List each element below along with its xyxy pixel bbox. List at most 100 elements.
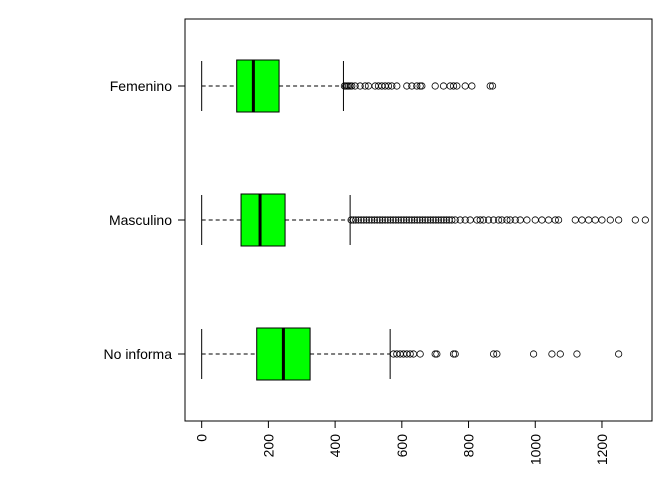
outlier-point — [349, 216, 358, 224]
x-tick-label: 600 — [394, 434, 410, 458]
outlier-point — [418, 216, 427, 224]
outlier-point — [486, 82, 494, 90]
outlier-point — [384, 82, 393, 90]
outlier-point — [456, 216, 464, 224]
outlier-point — [416, 82, 424, 90]
outlier-point — [400, 216, 408, 224]
x-tick-label: 0 — [194, 434, 210, 442]
iqr-box — [240, 193, 286, 247]
outlier-point — [548, 350, 556, 358]
outlier-point — [506, 216, 514, 224]
outlier-point — [405, 216, 413, 224]
outlier-point — [448, 216, 456, 224]
outlier-point — [406, 350, 414, 358]
iqr-box — [236, 59, 280, 113]
outlier-point — [631, 216, 639, 224]
box-group-masculino — [201, 193, 649, 247]
outlier-point — [402, 216, 411, 224]
outlier-point — [386, 216, 395, 224]
outlier-point — [434, 216, 443, 224]
y-tick-label-masculino: Masculino — [109, 212, 172, 228]
x-tick-label: 1000 — [527, 434, 543, 465]
outlier-point — [403, 82, 411, 90]
outlier-point — [453, 82, 461, 90]
outlier-point — [571, 216, 579, 224]
outlier-point — [440, 216, 448, 224]
outlier-point — [493, 350, 501, 358]
outlier-point — [421, 216, 429, 224]
outlier-point — [498, 216, 506, 224]
outlier-point — [523, 216, 531, 224]
outlier-point — [368, 216, 376, 224]
y-tick-label-femenino: Femenino — [110, 78, 172, 94]
outlier-point — [591, 216, 599, 224]
outlier-point — [392, 216, 400, 224]
outlier-point — [449, 350, 458, 358]
outlier-point — [598, 216, 606, 224]
outlier-point — [439, 82, 448, 90]
outlier-point — [432, 216, 440, 224]
outlier-point — [503, 216, 511, 224]
outlier-point — [384, 216, 392, 224]
outlier-point — [348, 82, 356, 90]
x-axis: 0 200 400 600 800 1000 1200 — [194, 421, 610, 465]
outlier-point — [370, 216, 379, 224]
boxes-layer — [201, 59, 649, 381]
outlier-point — [578, 216, 586, 224]
outlier-point — [433, 350, 441, 358]
outlier-point — [388, 82, 396, 90]
outlier-point — [488, 82, 497, 90]
outlier-point — [394, 216, 403, 224]
outlier-point — [381, 216, 389, 224]
outlier-point — [606, 216, 614, 224]
outlier-point — [356, 82, 364, 90]
outlier-point — [418, 82, 426, 90]
outlier-point — [347, 216, 355, 224]
box-group-femenino — [201, 59, 497, 113]
outlier-point — [615, 216, 623, 224]
y-axis: No informa Masculino Femenino — [104, 78, 185, 362]
x-tick-label: 800 — [461, 434, 477, 458]
outlier-point — [484, 216, 493, 224]
outlier-point — [529, 350, 538, 358]
outlier-point — [426, 216, 435, 224]
outlier-point — [431, 82, 439, 90]
outlier-point — [410, 216, 419, 224]
outlier-point — [538, 216, 546, 224]
outlier-point — [556, 350, 564, 358]
outlier-point — [489, 350, 498, 358]
outlier-point — [424, 216, 432, 224]
outlier-point — [431, 350, 439, 358]
y-tick-label-no-informa: No informa — [104, 346, 173, 362]
outlier-point — [476, 216, 484, 224]
outlier-point — [494, 216, 503, 224]
outlier-point — [551, 216, 559, 224]
outlier-point — [389, 216, 397, 224]
outlier-point — [451, 350, 459, 358]
outlier-point — [408, 82, 416, 90]
outlier-point — [416, 216, 424, 224]
outlier-point — [573, 350, 581, 358]
box-group-no-informa — [201, 327, 623, 381]
outlier-point — [468, 82, 476, 90]
outlier-point — [408, 216, 416, 224]
outlier-point — [437, 216, 445, 224]
outlier-point — [378, 216, 387, 224]
outlier-point — [451, 216, 459, 224]
outlier-point — [554, 216, 563, 224]
outlier-point — [416, 350, 424, 358]
outlier-point — [365, 216, 373, 224]
outlier-point — [413, 82, 421, 90]
outlier-point — [489, 216, 498, 224]
outlier-point — [376, 216, 384, 224]
outlier-point — [429, 216, 437, 224]
outlier-point — [511, 216, 519, 224]
outlier-point — [442, 216, 451, 224]
outlier-point — [413, 216, 421, 224]
outlier-point — [479, 216, 488, 224]
outlier-point — [373, 216, 381, 224]
outlier-point — [461, 82, 469, 90]
outlier-point — [615, 350, 623, 358]
x-tick-label: 1200 — [594, 434, 610, 465]
